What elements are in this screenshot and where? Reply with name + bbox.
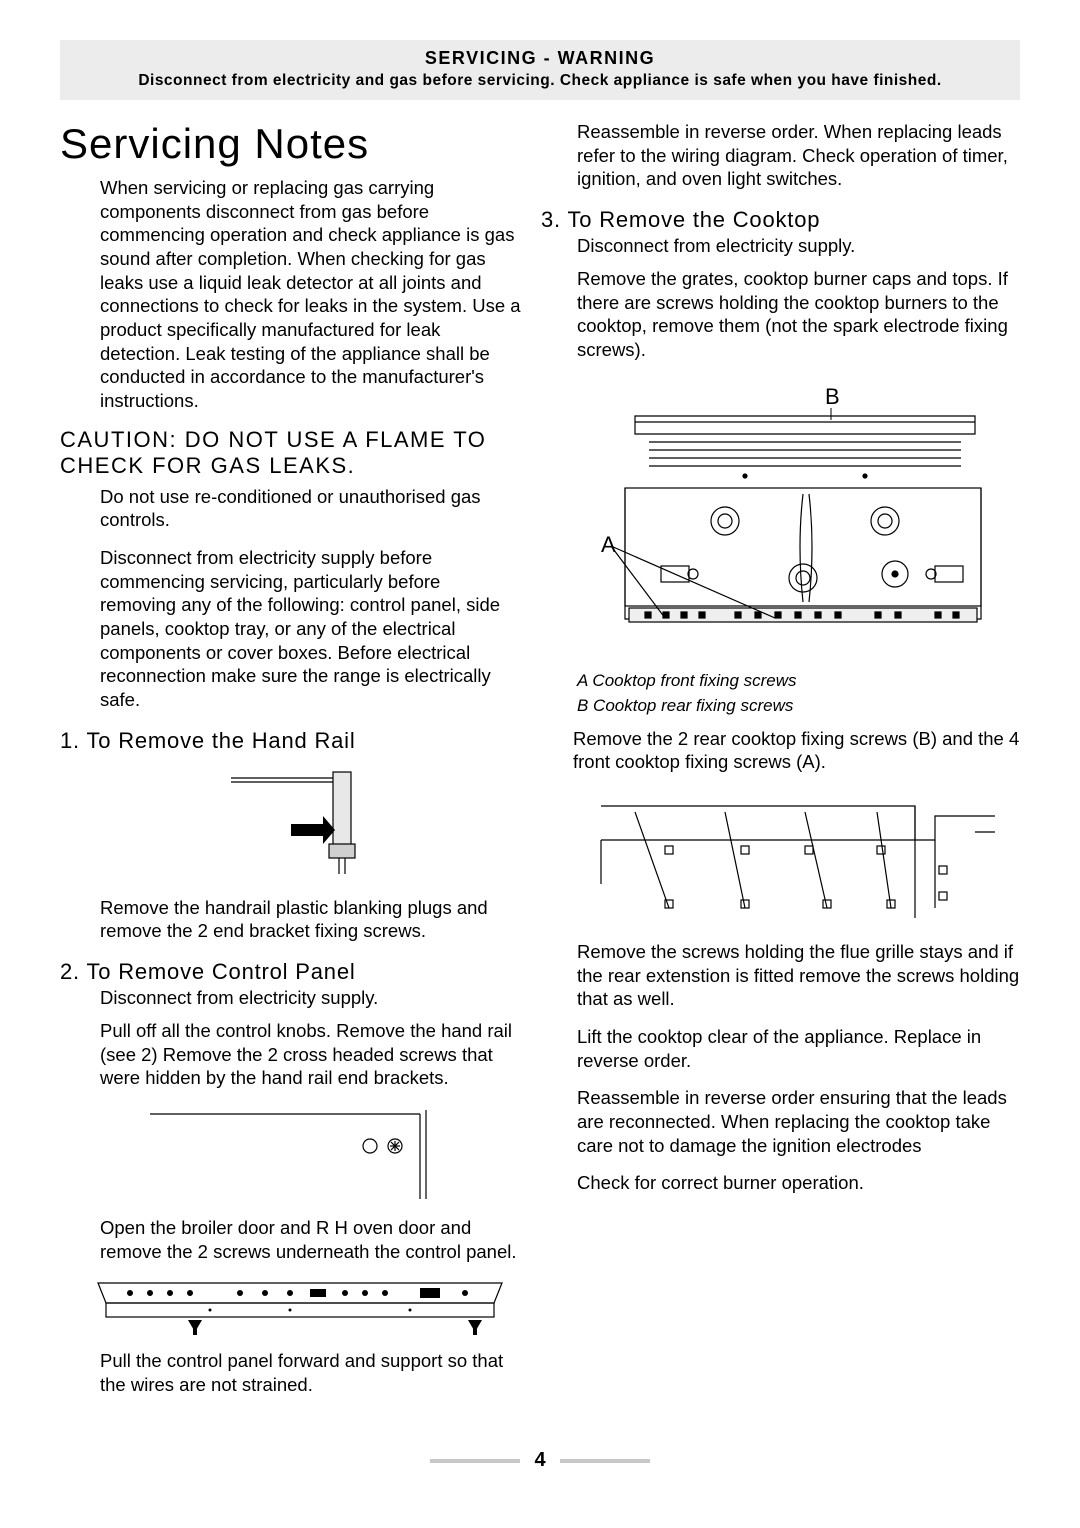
section-1-p1: Remove the handrail plastic blanking plu… [100, 896, 521, 943]
reconditioned-note: Do not use re-conditioned or unauthorise… [100, 485, 521, 532]
section-2-heading: 2. To Remove Control Panel [60, 959, 521, 985]
disconnect-note: Disconnect from electricity supply befor… [100, 546, 521, 712]
intro-paragraph: When servicing or replacing gas carrying… [100, 176, 521, 413]
warning-banner: SERVICING - WARNING Disconnect from elec… [60, 40, 1020, 100]
section-2-p3: Pull the control panel forward and suppo… [100, 1349, 521, 1396]
warning-subtitle: Disconnect from electricity and gas befo… [70, 72, 1010, 90]
caption-a: A Cooktop front fixing screws [577, 668, 1020, 694]
section-3-sub: Disconnect from electricity supply. [577, 235, 1020, 257]
section-2-p1: Pull off all the control knobs. Remove t… [100, 1019, 521, 1090]
warning-title: SERVICING - WARNING [70, 48, 1010, 69]
section-1-heading: 1. To Remove the Hand Rail [60, 728, 521, 754]
page-number: 4 [60, 1449, 1020, 1472]
handrail-figure [211, 764, 371, 884]
content-columns: Servicing Notes When servicing or replac… [60, 120, 1020, 1411]
label-a: A [601, 532, 616, 557]
label-b: B [825, 384, 840, 409]
section-3-p3: Remove the screws holding the flue grill… [577, 940, 1020, 1011]
section-3-p5: Reassemble in reverse order ensuring tha… [577, 1086, 1020, 1157]
section-3-heading: 3. To Remove the Cooktop [541, 207, 1020, 233]
left-column: Servicing Notes When servicing or replac… [60, 120, 521, 1411]
section-3-p6: Check for correct burner operation. [577, 1171, 1020, 1195]
section-2-p2: Open the broiler door and R H oven door … [100, 1216, 521, 1263]
cooktop-figure: A B [575, 376, 1005, 656]
caution-heading: CAUTION: DO NOT USE A FLAME TO CHECK FOR… [60, 427, 521, 479]
section-2-sub: Disconnect from electricity supply. [100, 987, 521, 1009]
reassemble-p: Reassemble in reverse order. When replac… [577, 120, 1020, 191]
caption-b: B Cooktop rear fixing screws [577, 693, 1020, 719]
right-column: Reassemble in reverse order. When replac… [559, 120, 1020, 1411]
section-3-p1: Remove the grates, cooktop burner caps a… [577, 267, 1020, 362]
section-3-p4: Lift the cooktop clear of the appliance.… [577, 1025, 1020, 1072]
flue-figure [575, 788, 1005, 928]
bracket-figure [120, 1104, 490, 1204]
control-panel-figure [90, 1277, 510, 1337]
figure-captions: A Cooktop front fixing screws B Cooktop … [577, 668, 1020, 719]
page-title: Servicing Notes [60, 120, 521, 168]
section-3-p2: Remove the 2 rear cooktop fixing screws … [573, 727, 1020, 774]
